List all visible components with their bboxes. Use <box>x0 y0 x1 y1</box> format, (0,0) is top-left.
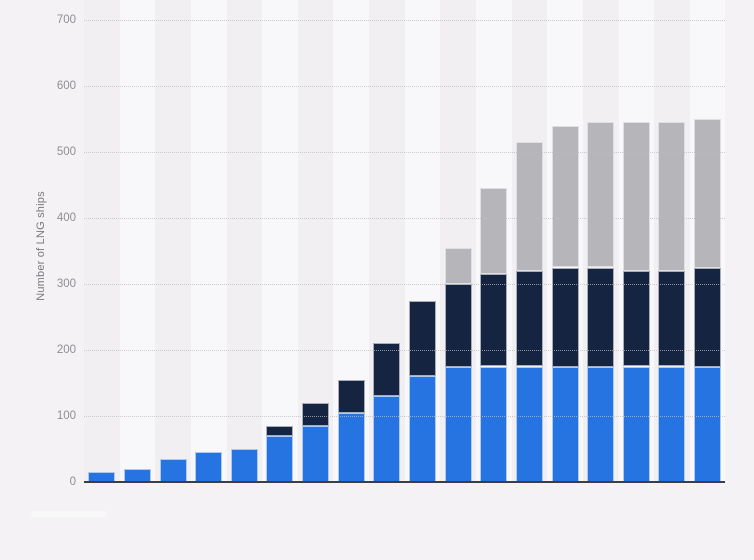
bar-17-segment-dark-navy[interactable] <box>658 270 686 367</box>
bar-18-segment-blue[interactable] <box>694 366 722 482</box>
y-tick-label-400: 400 <box>56 212 76 224</box>
bar-16-segment-dark-navy[interactable] <box>622 270 650 367</box>
bar-11-segment-dark-navy[interactable] <box>444 284 472 367</box>
bar-6-segment-blue[interactable] <box>266 435 294 482</box>
y-tick-label-500: 500 <box>56 146 76 158</box>
bg-stripe <box>155 0 191 482</box>
bar-11-segment-gray[interactable] <box>444 247 472 284</box>
bar-8-segment-blue[interactable] <box>337 412 365 482</box>
bar-6-segment-dark-navy[interactable] <box>266 425 294 436</box>
bar-15-segment-dark-navy[interactable] <box>587 267 615 367</box>
x-axis-line <box>84 481 725 483</box>
bar-13-segment-blue[interactable] <box>515 366 543 482</box>
bar-10-segment-blue[interactable] <box>409 376 437 482</box>
bg-stripe <box>226 0 263 482</box>
bar-9-segment-dark-navy[interactable] <box>373 343 401 397</box>
bg-stripe <box>297 0 334 482</box>
bar-17-segment-blue[interactable] <box>658 366 686 482</box>
bar-12-segment-blue[interactable] <box>480 366 508 482</box>
bg-stripe <box>84 0 120 482</box>
bar-14-segment-gray[interactable] <box>551 125 579 268</box>
bar-5-segment-blue[interactable] <box>230 449 258 482</box>
bar-12-segment-gray[interactable] <box>480 188 508 275</box>
bg-stripe <box>190 0 227 482</box>
bar-10-segment-dark-navy[interactable] <box>409 300 437 377</box>
y-tick-label-300: 300 <box>56 278 76 290</box>
bar-13-segment-gray[interactable] <box>515 142 543 271</box>
bar-13-segment-dark-navy[interactable] <box>515 270 543 367</box>
bar-3-segment-blue[interactable] <box>159 458 187 482</box>
watermark-smudge <box>31 511 107 517</box>
bar-4-segment-blue[interactable] <box>195 452 223 482</box>
bar-7-segment-blue[interactable] <box>302 425 330 482</box>
bar-8-segment-dark-navy[interactable] <box>337 379 365 413</box>
bar-14-segment-blue[interactable] <box>551 366 579 482</box>
bar-12-segment-dark-navy[interactable] <box>480 274 508 367</box>
y-tick-label-200: 200 <box>56 344 76 356</box>
bar-15-segment-blue[interactable] <box>587 366 615 482</box>
bar-17-segment-gray[interactable] <box>658 122 686 271</box>
bar-2-segment-blue[interactable] <box>123 468 151 482</box>
y-tick-label-700: 700 <box>56 14 76 26</box>
y-axis-title: Number of LNG ships <box>35 191 47 301</box>
y-tick-label-100: 100 <box>56 410 76 422</box>
bar-18-segment-dark-navy[interactable] <box>694 267 722 367</box>
bar-15-segment-gray[interactable] <box>587 122 615 268</box>
bg-stripe <box>262 0 298 482</box>
bar-14-segment-dark-navy[interactable] <box>551 267 579 367</box>
bar-7-segment-dark-navy[interactable] <box>302 402 330 426</box>
bar-16-segment-blue[interactable] <box>622 366 650 482</box>
bar-18-segment-gray[interactable] <box>694 119 722 268</box>
bar-9-segment-blue[interactable] <box>373 396 401 482</box>
y-tick-label-600: 600 <box>56 80 76 92</box>
bg-stripe <box>119 0 156 482</box>
bar-16-segment-gray[interactable] <box>622 122 650 271</box>
bar-11-segment-blue[interactable] <box>444 366 472 482</box>
y-tick-label-0: 0 <box>69 476 76 488</box>
